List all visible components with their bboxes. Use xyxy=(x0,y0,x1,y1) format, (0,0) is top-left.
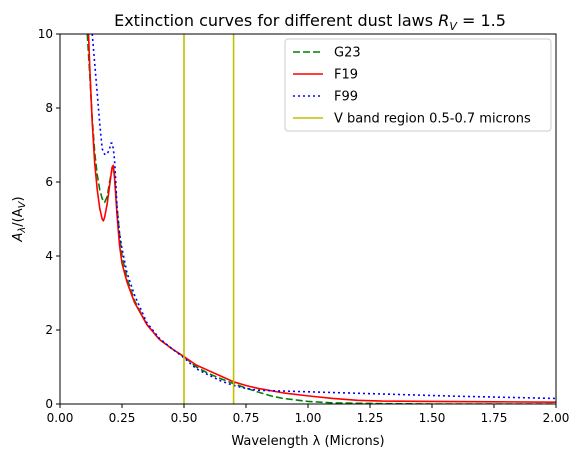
x-tick-label: 1.00 xyxy=(295,411,322,425)
x-tick-label: 2.00 xyxy=(543,411,570,425)
series-layer xyxy=(86,34,556,404)
x-tick-label: 1.50 xyxy=(419,411,446,425)
series-line-f99 xyxy=(91,34,556,400)
y-axis-label: Aλ/(AV) xyxy=(11,196,28,242)
x-tick-label: 0.25 xyxy=(109,411,136,425)
y-tick-label: 0 xyxy=(45,397,53,411)
x-axis-ticks: 0.00 0.25 0.50 0.75 1.00 1.25 1.50 1.75 2.00 xyxy=(47,404,570,425)
y-tick-label: 6 xyxy=(45,175,53,189)
x-tick-label: 0.75 xyxy=(233,411,260,425)
chart-title: Extinction curves for different dust law… xyxy=(114,11,506,33)
x-tick-label: 0.50 xyxy=(171,411,198,425)
legend-label: F99 xyxy=(334,90,358,105)
x-tick-label: 1.75 xyxy=(481,411,508,425)
chart-title-math: R xyxy=(438,11,449,30)
series-line-g23 xyxy=(86,34,556,404)
y-tick-label: 8 xyxy=(45,101,53,115)
x-axis-label: Wavelength λ (Microns) xyxy=(231,434,384,449)
legend-label: V band region 0.5-0.7 microns xyxy=(334,112,531,127)
legend-label: G23 xyxy=(334,46,361,61)
y-tick-label: 4 xyxy=(45,249,53,263)
y-tick-label: 10 xyxy=(38,27,53,41)
chart-title-math-value: = 1.5 xyxy=(457,11,506,30)
y-tick-label: 2 xyxy=(45,323,53,337)
legend: G23 F19 F99 V band region 0.5-0.7 microns xyxy=(284,38,552,132)
chart-title-text: Extinction curves for different dust law… xyxy=(114,11,433,30)
series-line-f19 xyxy=(87,34,556,403)
legend-label: F19 xyxy=(334,68,358,83)
x-tick-label: 0.00 xyxy=(47,411,74,425)
x-tick-label: 1.25 xyxy=(357,411,384,425)
y-axis-ticks: 0 2 4 6 8 10 xyxy=(38,27,60,411)
legend-box xyxy=(284,38,552,132)
chart-title-math-sub: V xyxy=(449,20,458,33)
